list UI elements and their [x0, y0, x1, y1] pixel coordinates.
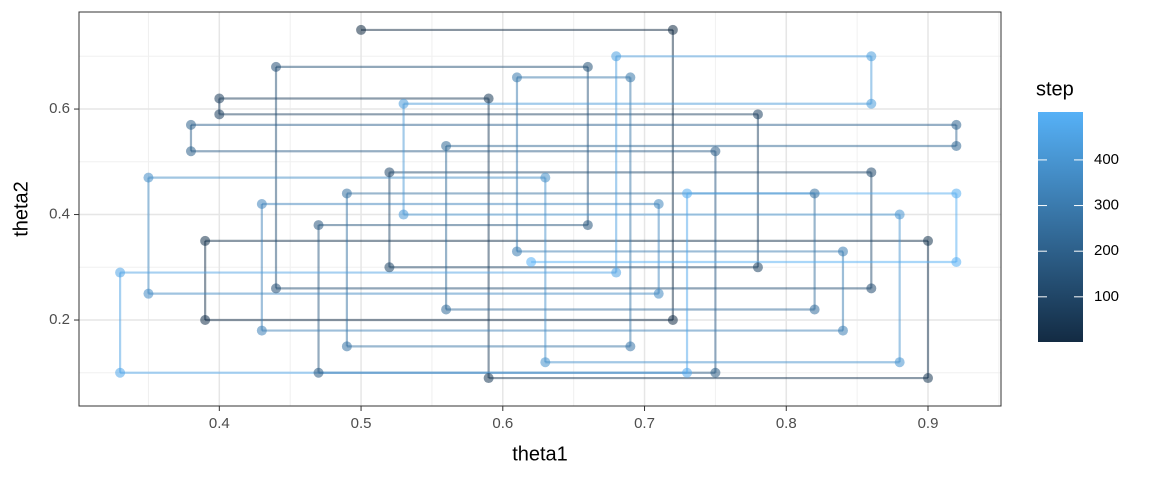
point: [214, 93, 225, 104]
point: [710, 146, 721, 157]
point: [540, 172, 551, 183]
point: [384, 167, 395, 178]
point: [653, 288, 664, 299]
point: [483, 93, 494, 104]
x-tick-label: 0.6: [492, 415, 513, 432]
point: [341, 188, 352, 199]
legend-title: step: [1036, 78, 1074, 100]
point: [200, 315, 211, 326]
point: [809, 304, 820, 315]
point: [625, 72, 636, 83]
panel-border: [78, 11, 1002, 407]
point: [540, 357, 551, 368]
point: [951, 188, 962, 199]
point: [256, 198, 267, 209]
x-tick-label: 0.4: [209, 415, 230, 432]
point: [256, 325, 267, 336]
point: [384, 262, 395, 273]
point: [682, 367, 693, 378]
y-tick-label: 0.2: [49, 311, 70, 328]
point: [653, 198, 664, 209]
point: [526, 257, 537, 268]
point: [200, 235, 211, 246]
point: [667, 24, 678, 35]
point: [185, 146, 196, 157]
x-axis-title: theta1: [512, 443, 568, 465]
colorbar-label: 400: [1094, 151, 1119, 168]
x-tick-label: 0.5: [351, 415, 372, 432]
point: [682, 188, 693, 199]
point: [837, 246, 848, 257]
point: [398, 98, 409, 109]
x-tick-label: 0.8: [776, 415, 797, 432]
point: [951, 119, 962, 130]
point: [752, 109, 763, 120]
point: [837, 325, 848, 336]
point: [611, 51, 622, 62]
x-tick-label: 0.9: [918, 415, 939, 432]
y-axis-title: theta2: [10, 181, 32, 237]
point: [582, 220, 593, 231]
point: [271, 283, 282, 294]
point: [866, 283, 877, 294]
point: [143, 172, 154, 183]
colorbar-label: 300: [1094, 197, 1119, 214]
point: [923, 235, 934, 246]
axes: 0.4 0.5 0.6 0.7 0.8 0.9 0.2 0.4 0.6: [49, 100, 938, 432]
point: [894, 357, 905, 368]
point: [115, 367, 126, 378]
point: [582, 61, 593, 72]
point: [511, 246, 522, 257]
point: [809, 188, 820, 199]
point: [511, 72, 522, 83]
y-tick-label: 0.6: [49, 100, 70, 117]
point: [667, 315, 678, 326]
point: [611, 267, 622, 278]
point: [441, 304, 452, 315]
x-tick-label: 0.7: [634, 415, 655, 432]
colorbar-label: 100: [1094, 288, 1119, 305]
point: [866, 98, 877, 109]
point: [710, 367, 721, 378]
point: [271, 61, 282, 72]
point: [185, 119, 196, 130]
point: [866, 51, 877, 62]
point: [115, 267, 126, 278]
point: [923, 373, 934, 384]
point: [866, 167, 877, 178]
point: [143, 288, 154, 299]
point: [441, 140, 452, 151]
point: [214, 109, 225, 120]
point: [313, 220, 324, 231]
point: [951, 257, 962, 268]
legend: 100 200 300 400: [1038, 151, 1119, 305]
point: [341, 341, 352, 352]
colorbar: [1038, 112, 1083, 342]
point: [625, 341, 636, 352]
y-tick-label: 0.4: [49, 206, 70, 223]
marks: [115, 24, 962, 384]
point: [483, 373, 494, 384]
point: [894, 209, 905, 220]
point: [752, 262, 763, 273]
colorbar-label: 200: [1094, 242, 1119, 259]
point: [313, 367, 324, 378]
point: [398, 209, 409, 220]
point: [951, 140, 962, 151]
point: [356, 24, 367, 35]
